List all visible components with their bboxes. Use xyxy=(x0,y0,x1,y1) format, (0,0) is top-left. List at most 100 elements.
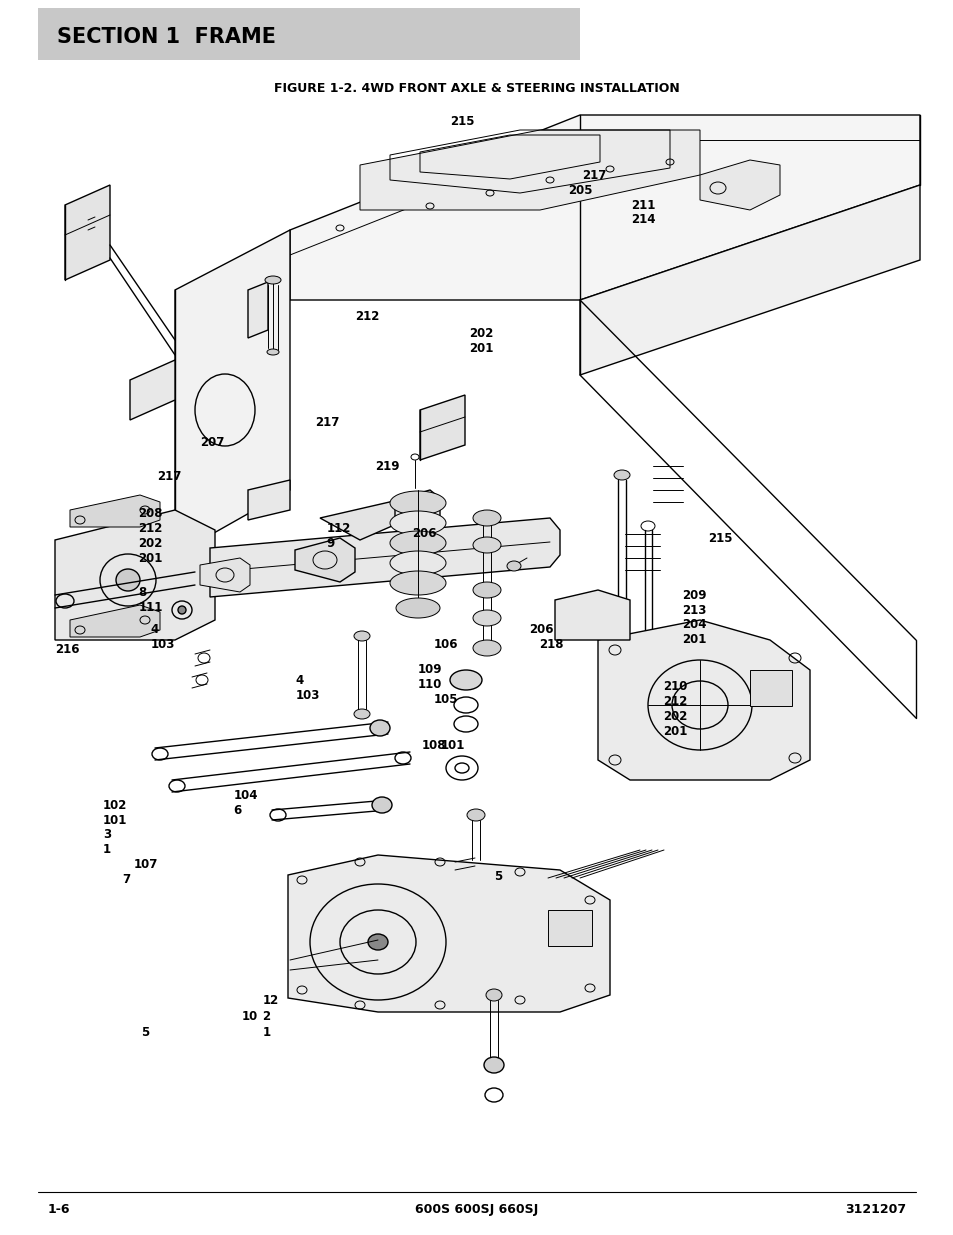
Text: 212: 212 xyxy=(662,695,687,708)
Polygon shape xyxy=(174,230,290,555)
Text: 217: 217 xyxy=(314,416,339,429)
Ellipse shape xyxy=(473,582,500,598)
Bar xyxy=(749,671,791,706)
Text: 204: 204 xyxy=(681,619,706,631)
Text: 103: 103 xyxy=(295,689,320,701)
Text: 109: 109 xyxy=(417,663,442,676)
Ellipse shape xyxy=(370,720,390,736)
Ellipse shape xyxy=(506,561,520,571)
Ellipse shape xyxy=(390,571,446,595)
Text: 202: 202 xyxy=(469,327,494,340)
Text: 1: 1 xyxy=(262,1026,271,1039)
Polygon shape xyxy=(598,620,809,781)
Polygon shape xyxy=(248,282,268,338)
Text: 209: 209 xyxy=(681,589,706,601)
Text: 4: 4 xyxy=(295,674,304,687)
Ellipse shape xyxy=(372,797,392,813)
Ellipse shape xyxy=(267,350,278,354)
Text: 210: 210 xyxy=(662,680,687,693)
Polygon shape xyxy=(290,115,919,300)
Polygon shape xyxy=(210,517,559,597)
Text: 218: 218 xyxy=(538,638,563,651)
Text: 211: 211 xyxy=(631,199,656,211)
Ellipse shape xyxy=(116,569,140,592)
Text: 101: 101 xyxy=(440,740,465,752)
Polygon shape xyxy=(579,185,919,375)
Polygon shape xyxy=(65,185,110,280)
Ellipse shape xyxy=(390,551,446,576)
Text: 217: 217 xyxy=(157,471,182,483)
Text: 101: 101 xyxy=(103,814,128,826)
Text: 5: 5 xyxy=(494,871,502,883)
Polygon shape xyxy=(294,538,355,582)
Ellipse shape xyxy=(354,709,370,719)
Ellipse shape xyxy=(178,606,186,614)
Ellipse shape xyxy=(473,610,500,626)
Bar xyxy=(38,7,579,61)
Ellipse shape xyxy=(485,989,501,1002)
Polygon shape xyxy=(70,495,160,527)
Ellipse shape xyxy=(354,631,370,641)
Ellipse shape xyxy=(395,598,439,618)
Polygon shape xyxy=(395,490,439,524)
Text: 1-6: 1-6 xyxy=(48,1203,71,1216)
Polygon shape xyxy=(359,130,700,210)
Text: 108: 108 xyxy=(421,740,446,752)
Text: 2: 2 xyxy=(262,1010,271,1023)
Ellipse shape xyxy=(265,275,281,284)
Polygon shape xyxy=(55,510,214,640)
Text: 9: 9 xyxy=(326,537,335,550)
Text: 206: 206 xyxy=(529,624,554,636)
Text: 213: 213 xyxy=(681,604,706,616)
Ellipse shape xyxy=(390,511,446,535)
Text: 207: 207 xyxy=(200,436,225,448)
Ellipse shape xyxy=(473,510,500,526)
Text: 8: 8 xyxy=(138,587,147,599)
Polygon shape xyxy=(419,395,464,459)
Ellipse shape xyxy=(614,471,629,480)
Bar xyxy=(547,910,592,946)
Ellipse shape xyxy=(473,537,500,553)
Text: 217: 217 xyxy=(581,169,606,182)
Text: 112: 112 xyxy=(326,522,351,535)
Text: 105: 105 xyxy=(434,693,458,705)
Text: 214: 214 xyxy=(631,214,656,226)
Text: 103: 103 xyxy=(151,638,175,651)
Ellipse shape xyxy=(390,531,446,555)
Text: 4: 4 xyxy=(151,624,159,636)
Polygon shape xyxy=(555,590,629,640)
Text: 201: 201 xyxy=(662,725,687,737)
Text: 212: 212 xyxy=(138,522,163,535)
Text: 205: 205 xyxy=(567,184,592,196)
Text: 202: 202 xyxy=(138,537,163,550)
Ellipse shape xyxy=(467,809,484,821)
Ellipse shape xyxy=(390,492,446,515)
Text: 107: 107 xyxy=(133,858,158,871)
Polygon shape xyxy=(130,359,174,420)
Text: 10: 10 xyxy=(241,1010,257,1023)
Text: SECTION 1  FRAME: SECTION 1 FRAME xyxy=(57,27,275,47)
Polygon shape xyxy=(288,855,609,1011)
Text: 7: 7 xyxy=(122,873,131,885)
Polygon shape xyxy=(319,495,439,540)
Text: FIGURE 1-2. 4WD FRONT AXLE & STEERING INSTALLATION: FIGURE 1-2. 4WD FRONT AXLE & STEERING IN… xyxy=(274,82,679,95)
Ellipse shape xyxy=(483,1057,503,1073)
Ellipse shape xyxy=(473,640,500,656)
Polygon shape xyxy=(248,480,290,520)
Text: 206: 206 xyxy=(412,527,436,540)
Polygon shape xyxy=(200,558,250,592)
Text: 5: 5 xyxy=(141,1026,150,1039)
Text: 202: 202 xyxy=(662,710,687,722)
Text: 111: 111 xyxy=(138,601,163,614)
Text: 212: 212 xyxy=(355,310,379,322)
Text: 104: 104 xyxy=(233,789,258,802)
Ellipse shape xyxy=(368,934,388,950)
Text: 102: 102 xyxy=(103,799,128,811)
Ellipse shape xyxy=(450,671,481,690)
Polygon shape xyxy=(700,161,780,210)
Text: 216: 216 xyxy=(55,643,80,656)
Text: 208: 208 xyxy=(138,508,163,520)
Text: 215: 215 xyxy=(707,532,732,545)
Ellipse shape xyxy=(614,700,629,710)
Text: 110: 110 xyxy=(417,678,442,690)
